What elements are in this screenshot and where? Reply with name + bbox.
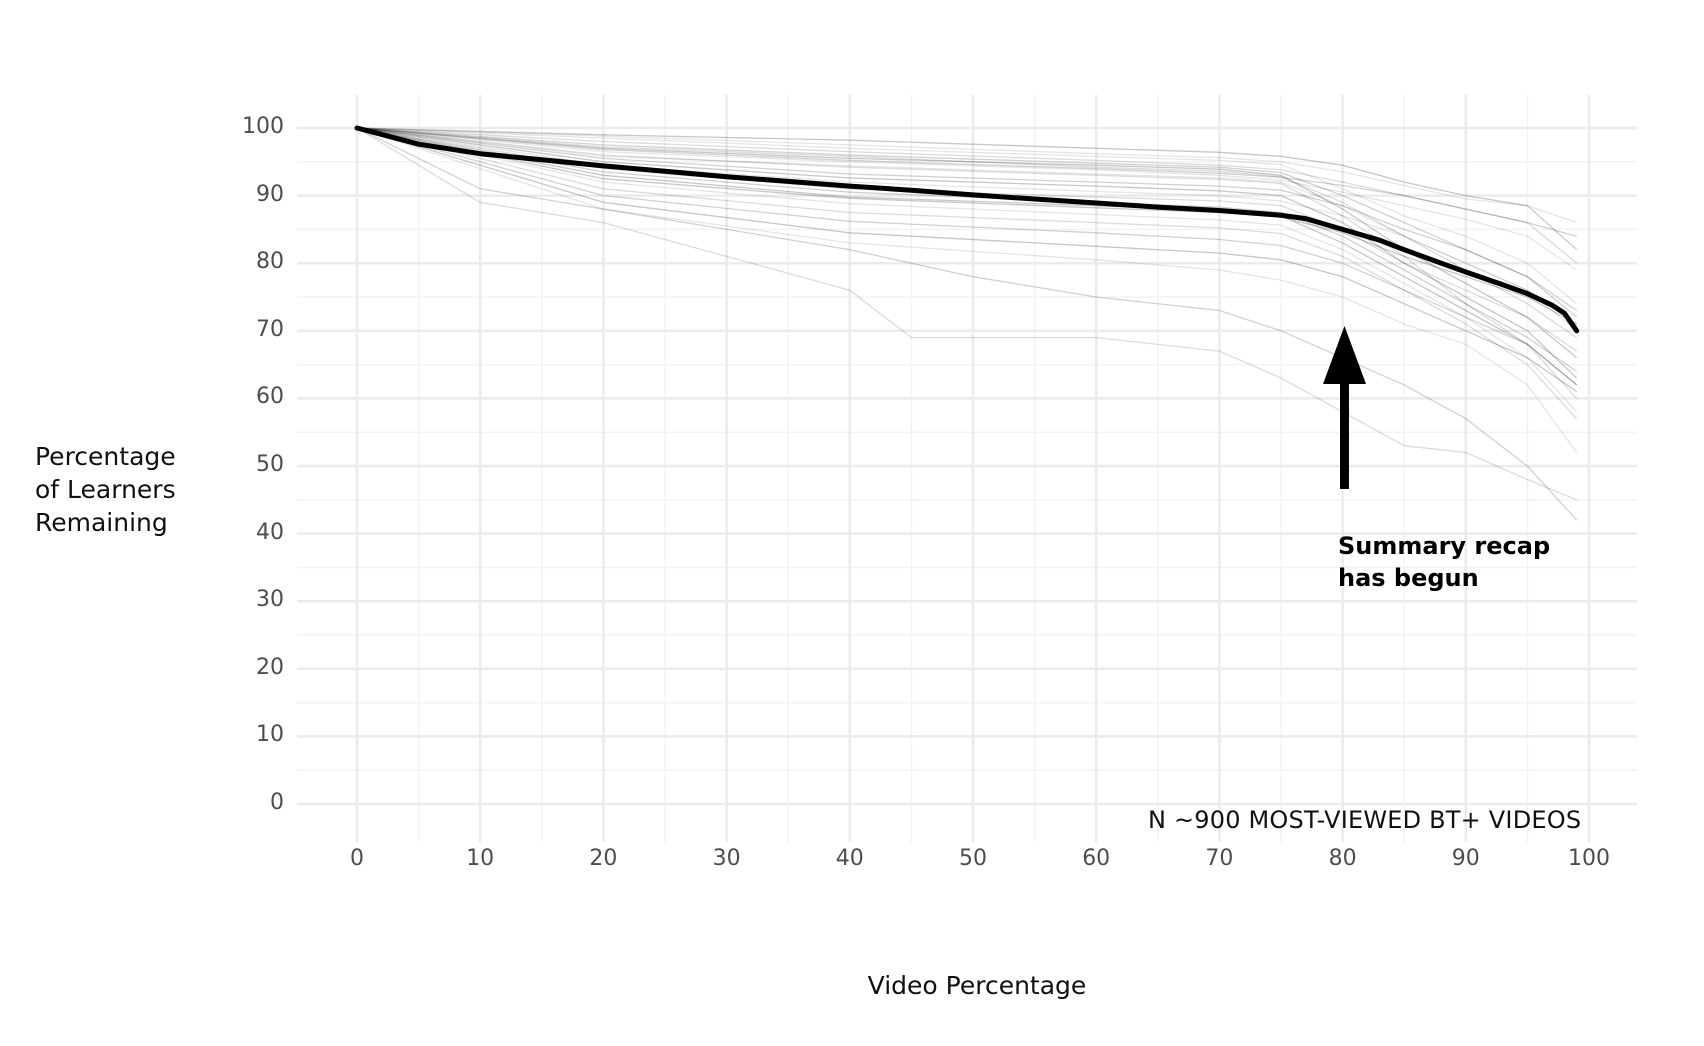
video-retention-line (356, 127, 1577, 237)
video-retention-line (356, 127, 1577, 224)
video-retention-line (356, 127, 1578, 312)
x-tick-label: 40 (835, 846, 864, 871)
video-retention-line (356, 127, 1578, 420)
video-retention-line (356, 127, 1578, 318)
x-axis-title: Video Percentage (867, 971, 1087, 1000)
y-tick-label: 20 (256, 654, 284, 680)
x-tick-label: 10 (466, 846, 495, 871)
x-tick-label: 80 (1328, 846, 1357, 871)
video-retention-line (356, 127, 1578, 413)
video-retention-line (356, 127, 1578, 359)
x-tick-label: 30 (712, 846, 741, 871)
video-retention-line (356, 127, 1578, 379)
up-arrow-icon (1323, 326, 1366, 489)
y-tick-label: 10 (256, 722, 284, 748)
x-tick-label: 60 (1082, 846, 1111, 871)
video-retention-line (356, 127, 1578, 521)
average-retention-line (354, 125, 1580, 334)
video-retention-line (356, 127, 1578, 393)
x-tick-label: 100 (1568, 846, 1610, 871)
video-retention-line (356, 127, 1578, 264)
x-tick-label: 90 (1451, 846, 1480, 871)
video-retention-line (356, 127, 1578, 271)
y-tick-label: 60 (256, 384, 284, 410)
video-retention-line (356, 127, 1578, 453)
video-retention-line (356, 127, 1577, 501)
y-tick-label: 70 (256, 316, 284, 342)
video-retention-line (356, 127, 1578, 386)
x-tick-label: 70 (1205, 846, 1234, 871)
summary-recap-annotation: Summary recap has begun (1338, 532, 1551, 592)
y-tick-label: 80 (256, 249, 284, 275)
sample-size-note: N ~900 MOST-VIEWED BT+ VIDEOS (1148, 806, 1582, 834)
video-retention-line (356, 127, 1578, 251)
y-axis-title: Percentage of Learners Remaining (35, 442, 176, 537)
major-gridlines (297, 95, 1637, 842)
y-tick-label: 90 (256, 181, 284, 207)
video-retention-line (356, 127, 1578, 305)
video-retention-line (356, 127, 1578, 372)
y-tick-label: 100 (242, 114, 284, 139)
x-tick-label: 50 (959, 846, 987, 871)
minor-gridlines (297, 95, 1637, 842)
video-retention-line (356, 127, 1578, 332)
video-retention-line (356, 127, 1578, 325)
x-tick-label: 0 (350, 846, 364, 871)
video-retention-line (356, 127, 1578, 399)
y-tick-label: 0 (270, 790, 284, 815)
y-tick-label: 40 (256, 519, 284, 545)
x-tick-label: 20 (589, 846, 618, 871)
individual-video-lines (356, 127, 1578, 521)
y-tick-label: 30 (256, 587, 284, 613)
y-tick-label: 50 (256, 452, 284, 477)
